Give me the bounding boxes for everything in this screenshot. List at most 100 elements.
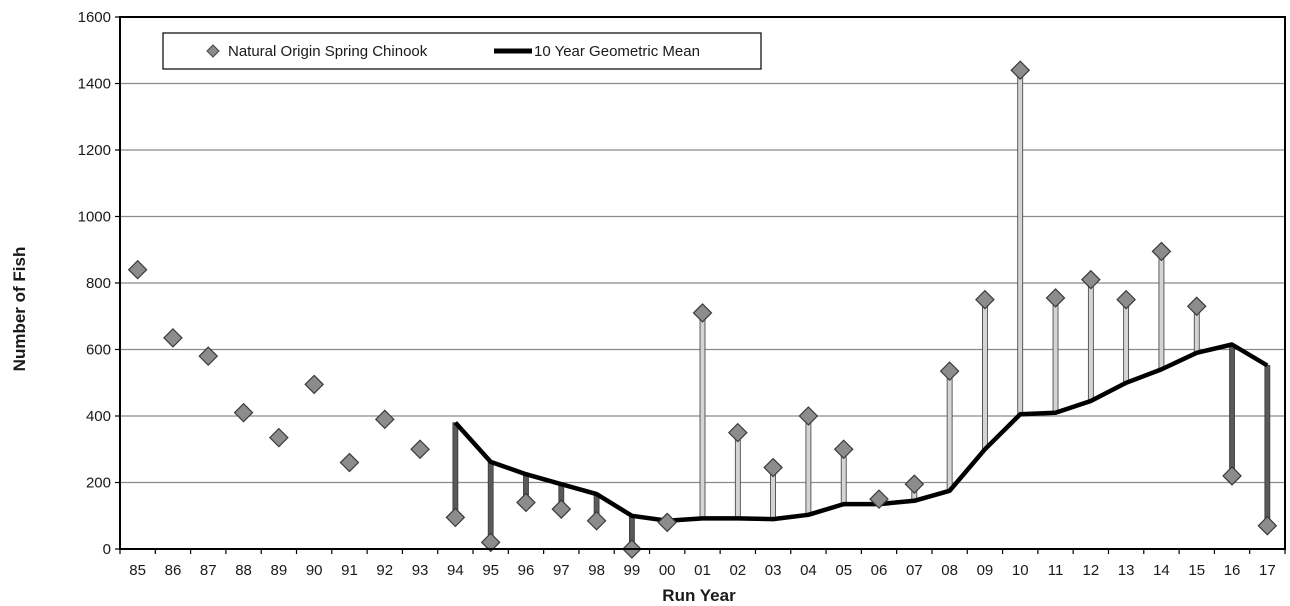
y-tick-label: 400 xyxy=(86,408,111,425)
x-tick-label: 97 xyxy=(553,562,570,579)
x-tick-label: 12 xyxy=(1082,562,1099,579)
data-point-diamond xyxy=(269,427,289,448)
data-point-diamond xyxy=(198,346,219,366)
x-tick-label: 91 xyxy=(341,562,358,579)
y-tick-label: 1600 xyxy=(78,9,111,26)
x-tick-label: 17 xyxy=(1259,562,1276,579)
x-tick-label: 92 xyxy=(376,562,393,579)
data-point-diamond xyxy=(586,510,607,531)
legend-diamond-marker xyxy=(206,44,220,58)
x-tick-label: 13 xyxy=(1118,562,1135,579)
x-tick-label: 15 xyxy=(1188,562,1205,579)
data-point-diamond xyxy=(904,474,925,495)
x-tick-label: 05 xyxy=(835,562,852,579)
drop-line-below xyxy=(487,461,494,543)
drop-line-above xyxy=(1052,297,1059,414)
y-axis-ticks: 0 200 400 600 800 1000 1200 1400 1600 xyxy=(78,9,120,558)
x-axis-title: Run Year xyxy=(662,586,736,605)
data-point-diamond xyxy=(1222,466,1242,486)
x-tick-label: 16 xyxy=(1224,562,1241,579)
drop-line-above xyxy=(805,415,812,516)
data-point-diamond xyxy=(551,499,572,519)
x-tick-label: 85 xyxy=(129,562,146,579)
y-tick-label: 1400 xyxy=(78,76,111,93)
x-tick-label: 89 xyxy=(271,562,288,579)
drop-lines xyxy=(452,69,1271,550)
x-tick-label: 04 xyxy=(800,562,817,579)
drop-line-above xyxy=(1017,69,1024,415)
drop-line-below xyxy=(1264,365,1271,527)
y-tick-label: 200 xyxy=(86,475,111,492)
data-point-diamond xyxy=(163,328,183,348)
x-tick-label: 10 xyxy=(1012,562,1029,579)
data-point-diamond xyxy=(692,303,713,323)
data-point-diamond xyxy=(1045,288,1066,308)
x-tick-label: 87 xyxy=(200,562,217,579)
drop-line-above xyxy=(734,432,741,519)
x-tick-label: 09 xyxy=(977,562,994,579)
x-tick-label: 02 xyxy=(729,562,746,579)
data-point-diamond xyxy=(833,439,854,460)
x-tick-label: 96 xyxy=(518,562,535,579)
x-tick-label: 03 xyxy=(765,562,782,579)
x-tick-label: 06 xyxy=(871,562,888,579)
data-point-diamond xyxy=(1186,296,1207,317)
x-tick-label: 07 xyxy=(906,562,923,579)
y-tick-label: 600 xyxy=(86,342,111,359)
y-tick-label: 800 xyxy=(86,275,111,292)
data-point-diamond xyxy=(727,422,748,443)
x-tick-label: 11 xyxy=(1048,562,1064,579)
x-tick-label: 99 xyxy=(624,562,641,579)
data-point-diamond xyxy=(516,492,536,513)
x-tick-label: 90 xyxy=(306,562,323,579)
data-point-diamond xyxy=(410,439,430,460)
x-tick-label: 00 xyxy=(659,562,676,579)
legend: Natural Origin Spring Chinook 10 Year Ge… xyxy=(162,32,762,70)
drop-line-below xyxy=(452,422,459,518)
x-tick-label: 93 xyxy=(412,562,429,579)
data-point-diamond xyxy=(869,489,889,509)
data-point-diamond xyxy=(1010,60,1031,81)
x-tick-label: 94 xyxy=(447,562,464,579)
drop-line-above xyxy=(699,312,706,519)
drop-line-above xyxy=(982,299,988,450)
data-point-diamond xyxy=(939,361,960,381)
data-point-diamond xyxy=(127,259,148,280)
y-axis-title: Number of Fish xyxy=(10,247,29,372)
legend-label-geometric-mean: 10 Year Geometric Mean xyxy=(534,43,700,60)
y-tick-label: 1200 xyxy=(78,142,111,159)
legend-label-natural-origin: Natural Origin Spring Chinook xyxy=(228,43,428,60)
legend-box xyxy=(162,32,762,70)
y-tick-label: 0 xyxy=(103,541,111,558)
data-point-diamond xyxy=(480,532,501,553)
x-tick-label: 14 xyxy=(1153,562,1170,579)
data-point-diamond xyxy=(339,452,360,473)
mean-line-group xyxy=(453,342,1269,523)
y-tick-label: 1000 xyxy=(78,209,111,226)
data-point-diamond xyxy=(657,512,678,533)
data-point-diamond xyxy=(374,409,395,430)
data-point-diamond xyxy=(975,289,995,310)
x-tick-label: 08 xyxy=(941,562,958,579)
data-point-diamond xyxy=(798,406,819,426)
data-point-diamond xyxy=(763,457,783,478)
x-tick-label: 95 xyxy=(482,562,499,579)
drop-line-above xyxy=(1123,299,1130,384)
data-point-diamond xyxy=(1257,515,1278,536)
data-point-diamond xyxy=(1151,241,1172,262)
mean-line xyxy=(453,342,1269,523)
data-point-diamond xyxy=(304,374,325,395)
drop-line-above xyxy=(1158,251,1165,370)
x-axis-ticks: 85 86 87 88 89 90 91 92 93 94 95 96 97 98 99 00 01 02 03 04… xyxy=(119,549,1286,579)
drop-line-above xyxy=(1087,279,1094,402)
drop-line-above xyxy=(946,370,953,492)
data-point-diamond xyxy=(445,507,466,528)
x-tick-label: 86 xyxy=(165,562,182,579)
x-tick-label: 01 xyxy=(694,562,711,579)
data-point-diamond xyxy=(233,402,254,423)
data-points xyxy=(127,60,1278,559)
x-tick-label: 98 xyxy=(588,562,605,579)
data-point-diamond xyxy=(1080,269,1101,290)
x-tick-label: 88 xyxy=(235,562,252,579)
